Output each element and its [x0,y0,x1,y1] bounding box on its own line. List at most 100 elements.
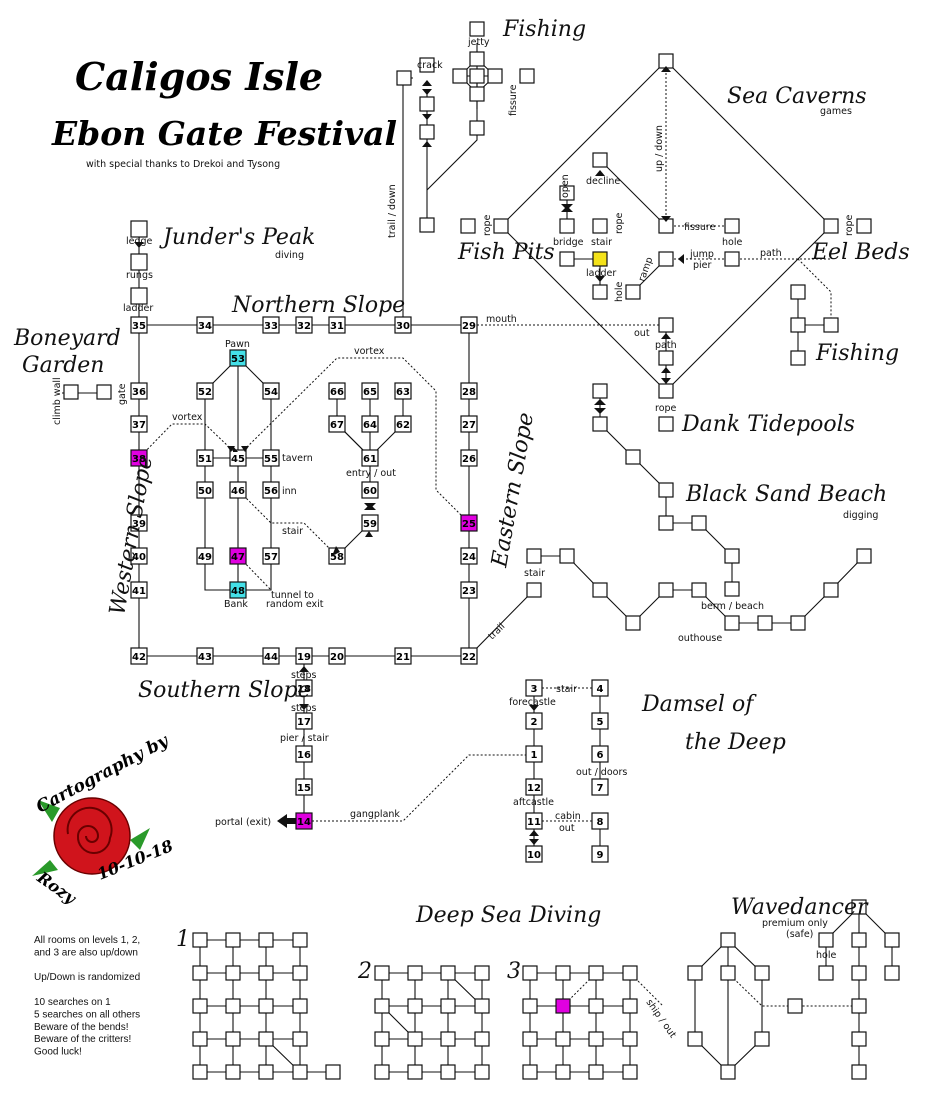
room[interactable] [757,615,773,631]
room[interactable] [724,615,740,631]
diving-room[interactable] [192,932,208,948]
diving-room[interactable] [374,1031,390,1047]
diving-room[interactable] [622,998,638,1014]
room[interactable] [625,449,641,465]
room[interactable] [526,548,542,564]
room[interactable] [724,548,740,564]
room-46[interactable]: 46 [229,481,247,499]
diving-room[interactable] [522,965,538,981]
diving-room[interactable] [754,965,770,981]
room[interactable] [658,383,674,399]
room-15[interactable]: 15 [295,778,313,796]
diving-room[interactable] [292,932,308,948]
room[interactable] [469,86,485,102]
room-57[interactable]: 57 [262,547,280,565]
diving-room[interactable] [225,1031,241,1047]
diving-room[interactable] [440,1031,456,1047]
room[interactable] [790,317,806,333]
room-32[interactable]: 32 [295,316,313,334]
diving-room[interactable] [851,899,867,915]
room[interactable] [658,251,674,267]
room[interactable] [856,218,872,234]
diving-room[interactable] [440,965,456,981]
diving-room[interactable] [851,1064,867,1080]
room[interactable] [419,124,435,140]
room[interactable] [823,218,839,234]
room[interactable] [691,582,707,598]
room-8[interactable]: 8 [591,812,609,830]
diving-room[interactable] [325,1064,341,1080]
room-26[interactable]: 26 [460,449,478,467]
room-10[interactable]: 10 [525,845,543,863]
diving-room[interactable] [720,965,736,981]
room[interactable] [823,317,839,333]
diving-room[interactable] [588,1031,604,1047]
room-5[interactable]: 5 [591,712,609,730]
room[interactable] [790,284,806,300]
room[interactable] [469,68,485,84]
room[interactable] [559,251,575,267]
diving-room[interactable] [374,1064,390,1080]
diving-room[interactable] [851,998,867,1014]
diving-room[interactable] [258,1031,274,1047]
room-64[interactable]: 64 [361,415,379,433]
diving-room[interactable] [292,1064,308,1080]
diving-room[interactable] [474,1031,490,1047]
room[interactable] [658,416,674,432]
room[interactable] [469,51,485,67]
room-54[interactable]: 54 [262,382,280,400]
diving-room[interactable] [474,1064,490,1080]
room-43[interactable]: 43 [196,647,214,665]
room[interactable] [592,218,608,234]
room[interactable] [419,217,435,233]
room[interactable] [592,582,608,598]
room[interactable] [625,284,641,300]
room[interactable] [658,482,674,498]
diving-room[interactable] [440,998,456,1014]
room-50[interactable]: 50 [196,481,214,499]
diving-room[interactable] [440,1064,456,1080]
room-11[interactable]: 11 [525,812,543,830]
diving-room[interactable] [225,1064,241,1080]
diving-room[interactable] [687,1031,703,1047]
diving-room[interactable] [258,965,274,981]
diving-room[interactable] [851,932,867,948]
room-12[interactable]: 12 [525,778,543,796]
room-1[interactable]: 1 [525,745,543,763]
room[interactable] [487,68,503,84]
diving-room[interactable] [258,1064,274,1080]
room[interactable] [856,548,872,564]
diving-room[interactable] [192,998,208,1014]
room-52[interactable]: 52 [196,382,214,400]
room-35[interactable]: 35 [130,316,148,334]
diving-room[interactable] [474,998,490,1014]
room-45[interactable]: 45 [229,449,247,467]
room-24[interactable]: 24 [460,547,478,565]
room[interactable] [396,70,412,86]
room-22[interactable]: 22 [460,647,478,665]
room-23[interactable]: 23 [460,581,478,599]
room[interactable] [559,218,575,234]
room-25[interactable]: 25 [460,514,478,532]
room-63[interactable]: 63 [394,382,412,400]
room[interactable] [130,287,148,305]
diving-room[interactable] [851,965,867,981]
room[interactable] [419,96,435,112]
diving-room[interactable] [622,965,638,981]
diving-room[interactable] [884,965,900,981]
room[interactable] [592,251,608,267]
diving-room[interactable] [687,965,703,981]
room-40[interactable]: 40 [130,547,148,565]
room-55[interactable]: 55 [262,449,280,467]
diving-room[interactable] [720,1064,736,1080]
room-41[interactable]: 41 [130,581,148,599]
room[interactable] [469,21,485,37]
diving-room[interactable] [622,1031,638,1047]
room-4[interactable]: 4 [591,679,609,697]
diving-room[interactable] [555,965,571,981]
diving-room[interactable] [474,965,490,981]
room[interactable] [658,350,674,366]
room-33[interactable]: 33 [262,316,280,334]
room-3[interactable]: 3 [525,679,543,697]
diving-room[interactable] [225,965,241,981]
